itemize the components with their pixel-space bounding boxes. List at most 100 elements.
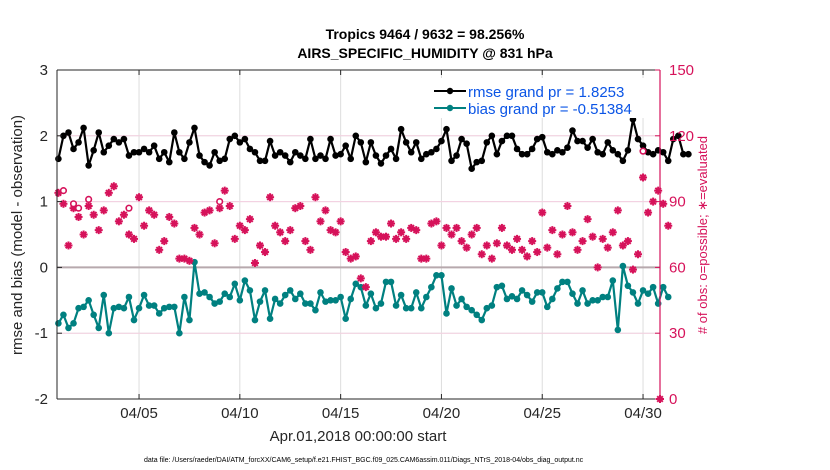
data-point <box>256 157 264 165</box>
obs-evaluated-marker <box>371 228 380 237</box>
data-point <box>75 139 82 146</box>
data-point <box>302 155 309 163</box>
data-point <box>554 146 561 154</box>
data-point <box>453 152 460 159</box>
y-right-tick-label: 60 <box>669 259 686 276</box>
data-point <box>614 326 622 334</box>
obs-evaluated-marker <box>114 217 123 226</box>
obs-evaluated-marker <box>240 226 249 235</box>
obs-evaluated-marker <box>89 210 98 219</box>
data-point <box>115 139 123 146</box>
data-point <box>176 329 183 337</box>
data-point <box>281 152 289 159</box>
obs-evaluated-marker <box>502 241 511 250</box>
data-point <box>584 144 591 151</box>
data-point <box>423 150 430 158</box>
data-point <box>644 290 652 298</box>
x-axis-label: Apr.01,2018 00:00:00 start <box>270 428 448 445</box>
obs-evaluated-marker <box>215 204 224 213</box>
data-point <box>165 303 173 311</box>
data-point <box>317 152 324 159</box>
data-point <box>564 278 571 286</box>
obs-evaluated-marker <box>64 241 73 250</box>
obs-evaluated-marker <box>124 230 133 239</box>
series-2 <box>54 173 673 292</box>
legend-bias-marker <box>446 104 454 112</box>
data-point <box>342 142 349 149</box>
data-point <box>639 287 647 294</box>
obs-evaluated-marker <box>664 221 673 230</box>
obs-possible-marker <box>125 204 133 212</box>
data-point <box>599 150 607 158</box>
data-point <box>448 157 455 165</box>
data-point <box>614 150 622 158</box>
obs-evaluated-marker <box>185 256 194 265</box>
data-point <box>90 146 97 154</box>
data-point <box>241 277 249 284</box>
data-point <box>634 300 642 307</box>
obs-evaluated-marker <box>301 237 310 246</box>
obs-evaluated-marker <box>548 226 557 235</box>
data-point <box>105 142 113 149</box>
data-point <box>387 145 395 153</box>
obs-evaluated-marker <box>74 212 83 221</box>
obs-evaluated-marker <box>145 206 154 215</box>
obs-evaluated-marker <box>296 201 305 210</box>
data-point <box>488 132 496 140</box>
data-point <box>236 297 244 304</box>
obs-evaluated-marker <box>472 223 481 232</box>
obs-evaluated-marker <box>613 206 622 215</box>
chart-title: Tropics 9464 / 9632 = 98.256% <box>326 26 525 42</box>
obs-evaluated-marker <box>608 228 617 237</box>
data-point <box>226 293 234 301</box>
data-point <box>377 300 385 307</box>
obs-evaluated-marker <box>205 206 214 215</box>
data-point <box>186 316 193 324</box>
data-point <box>664 293 672 301</box>
data-point <box>604 293 612 301</box>
obs-evaluated-marker <box>649 197 658 206</box>
data-point <box>100 148 108 156</box>
series-0 <box>55 116 692 172</box>
data-point <box>80 124 87 132</box>
data-point <box>589 297 596 304</box>
data-point <box>145 148 153 156</box>
data-point <box>377 160 385 167</box>
data-point <box>463 303 470 311</box>
obs-evaluated-marker <box>382 232 390 241</box>
data-point <box>569 290 576 298</box>
data-point <box>649 150 657 158</box>
data-point <box>569 127 576 134</box>
obs-evaluated-marker <box>150 210 159 219</box>
data-point <box>155 155 163 163</box>
data-point <box>342 315 349 323</box>
data-point <box>196 290 203 298</box>
obs-evaluated-marker <box>356 274 365 283</box>
data-point <box>90 311 97 319</box>
data-point <box>352 280 360 288</box>
data-point <box>508 132 516 140</box>
data-point <box>579 137 586 145</box>
obs-evaluated-marker <box>644 208 653 217</box>
x-tick-label: 04/10 <box>221 405 259 422</box>
data-point <box>523 150 531 158</box>
data-point <box>594 148 601 156</box>
y-tick-label: 1 <box>40 194 48 211</box>
obs-evaluated-marker <box>286 226 295 235</box>
obs-evaluated-marker <box>130 234 138 243</box>
data-point <box>125 293 133 301</box>
data-point <box>55 320 62 327</box>
data-point <box>533 289 541 296</box>
obs-evaluated-marker <box>99 206 108 215</box>
data-point <box>543 148 551 156</box>
data-point <box>216 157 223 165</box>
data-point <box>407 304 415 312</box>
data-point <box>276 148 284 156</box>
data-point <box>468 165 475 172</box>
data-point <box>362 302 370 309</box>
data-point <box>417 155 425 163</box>
obs-possible-marker <box>216 198 224 206</box>
data-point <box>317 289 324 296</box>
data-point <box>196 152 203 159</box>
data-point <box>624 146 632 154</box>
